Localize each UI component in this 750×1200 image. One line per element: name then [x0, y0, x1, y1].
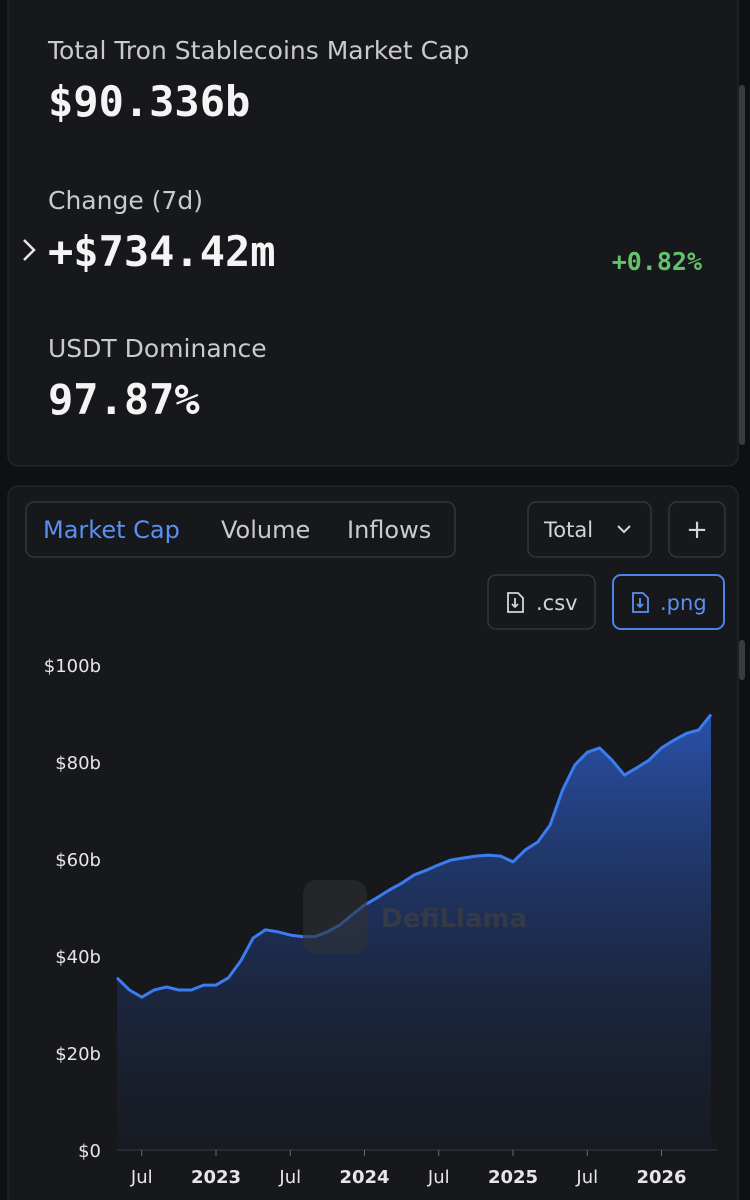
y-tick-label: $100b — [44, 656, 101, 677]
x-tick-label: 2026 — [636, 1167, 686, 1188]
stat-label: USDT Dominance — [48, 334, 267, 363]
x-tick-label: Jul — [130, 1167, 153, 1188]
x-tick-label: 2023 — [191, 1167, 241, 1188]
stat-value: +$734.42m — [48, 227, 276, 276]
png-button[interactable] — [612, 574, 725, 630]
x-tick-label: Jul — [278, 1167, 301, 1188]
area-line — [115, 713, 713, 999]
stat-label: Change (7d) — [48, 186, 203, 215]
y-tick-label: $0 — [78, 1141, 101, 1162]
tab[interactable]: Inflows — [347, 516, 431, 544]
stat-label: Total Tron Stablecoins Market Cap — [47, 36, 469, 65]
csv-label: .csv — [536, 591, 578, 615]
stat-percent: +0.82% — [612, 247, 702, 276]
tab-group — [25, 501, 456, 558]
download-icon — [507, 592, 524, 613]
dropdown-chevron — [617, 525, 631, 534]
expand-chevron[interactable] — [23, 239, 36, 261]
x-tick-label: 2025 — [488, 1167, 538, 1188]
dropdown-label: Total — [543, 518, 593, 542]
x-tick-label: Jul — [575, 1167, 598, 1188]
png-label: .png — [660, 591, 707, 615]
tab-active[interactable]: Market Cap — [43, 516, 180, 544]
add-button[interactable] — [668, 501, 726, 558]
dropdown[interactable] — [527, 501, 652, 558]
y-tick-label: $20b — [55, 1044, 101, 1065]
plot: $0 $20b $40b $60b $80b $100b Jul 2023 Jul 2024 Jul… — [44, 656, 717, 1188]
x-tick-label: Jul — [427, 1167, 450, 1188]
csv-button[interactable] — [487, 574, 596, 630]
add-label: + — [686, 515, 708, 545]
area-fill — [117, 714, 711, 1150]
x-tick-label: 2024 — [339, 1167, 389, 1188]
scrollbar — [739, 640, 745, 680]
watermark-text: DefiLlama — [381, 904, 527, 934]
download-icon — [632, 592, 649, 613]
y-tick-label: $60b — [55, 850, 101, 871]
stat-value: 97.87% — [48, 375, 200, 424]
stat-value: $90.336b — [48, 77, 250, 126]
watermark: DefiLlama — [303, 880, 527, 954]
stats-card — [7, 0, 739, 467]
y-tick-label: $80b — [55, 753, 101, 774]
scrollbar — [739, 85, 745, 445]
tab[interactable]: Volume — [221, 516, 310, 544]
y-tick-label: $40b — [55, 947, 101, 968]
